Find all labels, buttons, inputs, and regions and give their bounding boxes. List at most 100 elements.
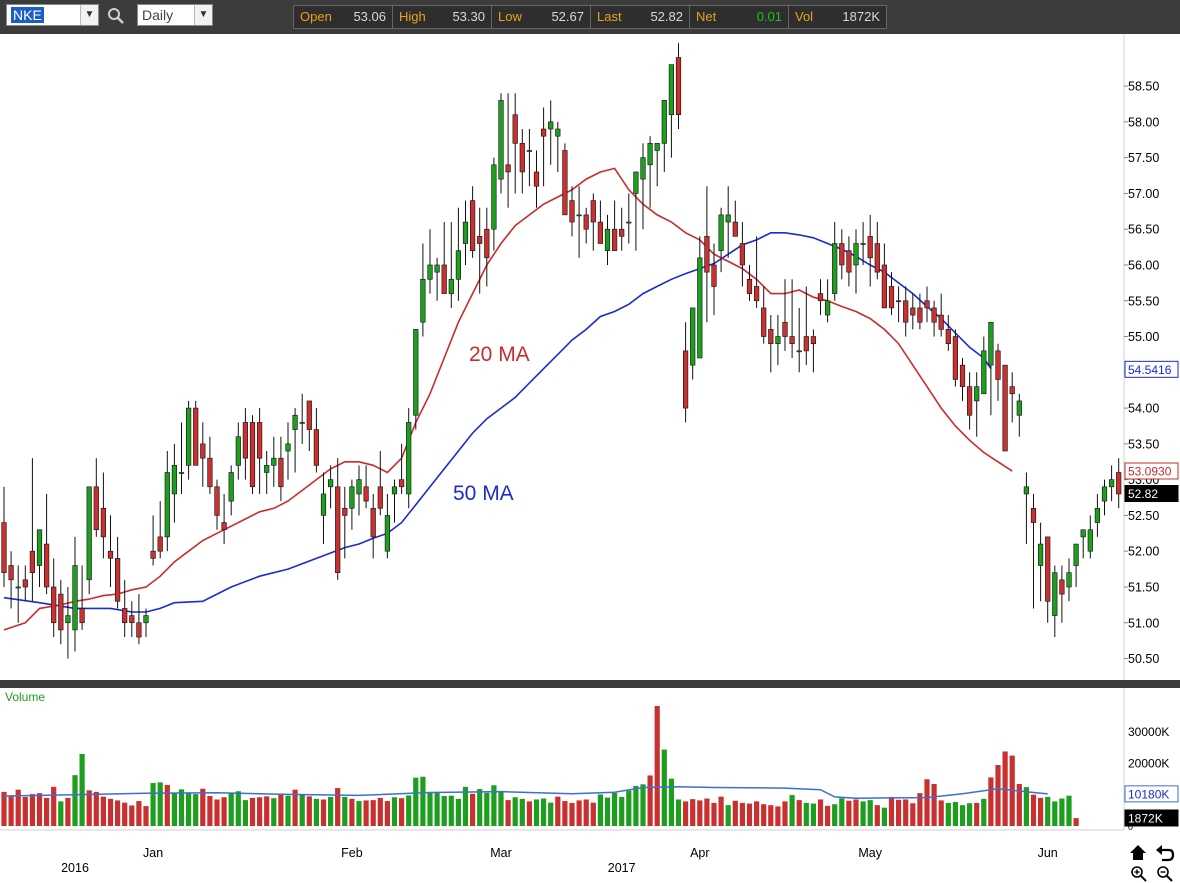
candle-body [484, 228, 490, 259]
price-tick-label: 56.00 [1128, 258, 1159, 272]
candle-body [753, 286, 760, 302]
candle [51, 558, 57, 638]
volume-bar [129, 805, 135, 826]
candle-body [193, 407, 199, 466]
candle-body [43, 543, 50, 588]
candle-body [746, 278, 753, 294]
candle-body [498, 100, 504, 180]
candle [725, 186, 731, 258]
candle-body [697, 257, 703, 359]
candle-body [647, 143, 653, 166]
candle [604, 214, 611, 265]
interval-dropdown-icon[interactable]: ▼ [194, 5, 212, 25]
candle [895, 286, 902, 323]
candle [292, 408, 298, 473]
candle [1080, 529, 1086, 559]
candle [1052, 565, 1058, 638]
candle [796, 307, 802, 373]
volume-bar [746, 803, 753, 826]
symbol-dropdown-icon[interactable]: ▼ [80, 5, 98, 25]
candle [619, 207, 625, 251]
candle [15, 565, 21, 623]
candle [1116, 458, 1122, 509]
candle-body [164, 472, 170, 538]
candle-body [363, 486, 369, 502]
candle [711, 243, 717, 316]
candle [249, 415, 256, 494]
price-tick-label: 55.50 [1128, 294, 1159, 308]
candle [1023, 472, 1029, 545]
candle-body [938, 314, 944, 330]
quote-last-value: 52.82 [650, 9, 683, 24]
volume-bar [533, 799, 540, 826]
candle [803, 286, 809, 366]
zoom-in-icon[interactable] [1131, 866, 1147, 882]
candle [43, 493, 50, 595]
volume-bar [874, 805, 880, 826]
month-label: Jan [143, 846, 163, 860]
candle [966, 372, 973, 430]
candle [995, 343, 1001, 401]
volume-bar [775, 806, 781, 826]
candle [810, 329, 816, 373]
volume-bar [8, 796, 14, 826]
toolbar: NKE ▼ Daily ▼ Open 53.06 High 53.30 Low … [0, 0, 1180, 34]
volume-bar [335, 788, 341, 826]
candle [761, 286, 767, 344]
candle-body [555, 128, 561, 137]
volume-bar [583, 799, 589, 826]
home-icon[interactable] [1130, 845, 1146, 860]
candle [1059, 565, 1065, 623]
volume-bar [974, 802, 980, 826]
candle [817, 279, 824, 316]
candle-body [981, 350, 987, 395]
candle-body [1038, 543, 1044, 566]
candle-body [690, 307, 696, 366]
candle-body [1080, 529, 1086, 538]
candle-body [370, 507, 376, 538]
volume-bar [952, 802, 958, 826]
candle [519, 129, 525, 194]
symbol-input[interactable]: NKE ▼ [6, 4, 99, 26]
quote-last: Last 52.82 [591, 6, 690, 28]
volume-bar [448, 795, 454, 826]
volume-bar [562, 801, 568, 826]
candle [988, 321, 994, 416]
volume-bar [867, 800, 873, 826]
volume-bar [285, 795, 291, 826]
candle [469, 186, 476, 258]
volume-bar [271, 798, 277, 826]
candle [370, 493, 376, 559]
candle-body [313, 429, 320, 466]
volume-bar [178, 789, 185, 826]
candle [846, 236, 852, 287]
candle [952, 329, 958, 387]
chart-area[interactable]: 50.5051.0051.5052.0052.5053.0053.5054.00… [0, 34, 1180, 883]
price-tick-label: 58.00 [1128, 115, 1159, 129]
volume-bar [668, 778, 674, 826]
volume-bar [519, 798, 525, 826]
zoom-out-icon[interactable] [1157, 866, 1173, 882]
volume-bar [881, 807, 887, 826]
candle-body [349, 486, 355, 509]
search-icon[interactable] [106, 6, 126, 26]
candle-body [761, 307, 767, 337]
candle [562, 143, 568, 216]
candle [29, 458, 36, 602]
candle-body [583, 214, 589, 230]
volume-bar [249, 797, 256, 826]
undo-icon[interactable] [1156, 845, 1175, 862]
volume-bar [619, 796, 625, 826]
candle [391, 479, 398, 523]
candle [959, 358, 966, 401]
volume-bar [590, 802, 596, 826]
candle-body [839, 243, 845, 266]
ma50-price-tag: 54.5416 [1128, 363, 1172, 377]
candle [242, 408, 249, 480]
interval-select[interactable]: Daily ▼ [137, 4, 213, 26]
volume-bar [427, 792, 433, 826]
candle-body [782, 321, 788, 337]
candle-body [640, 157, 646, 180]
candle-body [65, 615, 71, 624]
candle [732, 200, 738, 237]
